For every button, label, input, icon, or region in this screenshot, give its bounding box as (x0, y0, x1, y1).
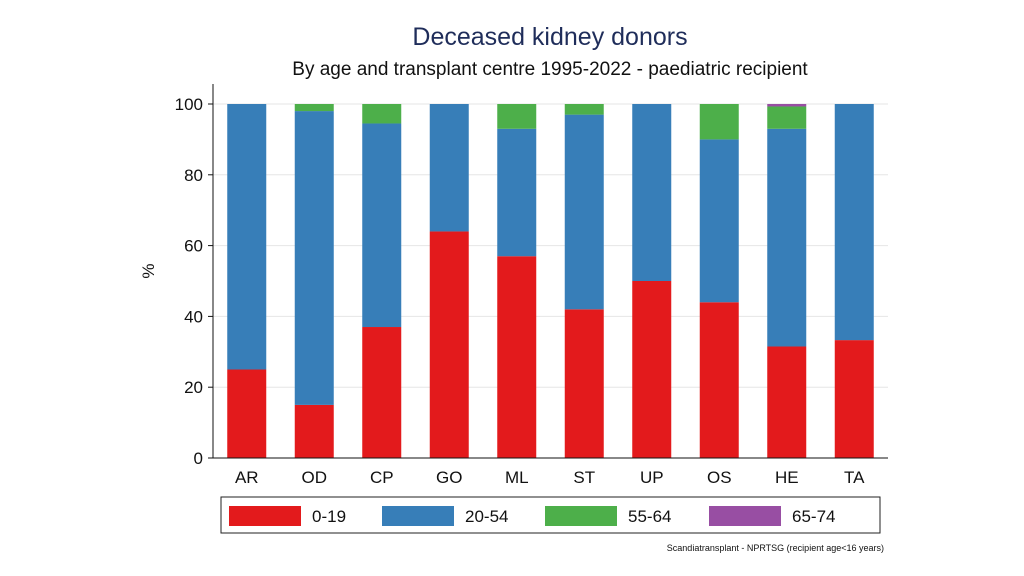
axes (208, 84, 888, 459)
y-axis-label: % (139, 263, 158, 278)
y-tick-label: 100 (175, 95, 203, 114)
bar-CP-0-19 (362, 327, 402, 458)
bar-OS-0-19 (699, 302, 739, 458)
bar-HE-0-19 (767, 346, 807, 458)
legend-swatch-55-64 (545, 506, 617, 526)
legend-label-55-64: 55-64 (628, 507, 671, 526)
bar-UP-20-54 (632, 104, 672, 281)
chart-title: Deceased kidney donors (412, 23, 687, 51)
bar-CP-55-64 (362, 104, 402, 124)
legend-swatch-20-54 (382, 506, 454, 526)
y-tick-label: 80 (184, 166, 203, 185)
bar-ST-0-19 (564, 309, 604, 458)
x-tick-label: CP (370, 468, 394, 487)
bar-ML-55-64 (497, 104, 537, 129)
legend-label-20-54: 20-54 (465, 507, 508, 526)
x-tick-label: ML (505, 468, 529, 487)
legend-swatch-65-74 (709, 506, 781, 526)
bar-AR-0-19 (227, 369, 267, 458)
x-tick-label: UP (640, 468, 664, 487)
x-tick-labels: AR OD CP GO ML ST UP OS HE TA (235, 468, 865, 487)
bar-HE-20-54 (767, 128, 807, 347)
bar-GO-0-19 (429, 231, 469, 458)
bar-UP-0-19 (632, 281, 672, 458)
source-note: Scandiatransplant - NPRTSG (recipient ag… (667, 543, 884, 553)
bar-TA-20-54 (834, 104, 874, 341)
legend: 0-19 20-54 55-64 65-74 (220, 496, 881, 534)
bar-HE-65-74 (767, 104, 807, 107)
bar-HE-55-64 (767, 106, 807, 129)
x-tick-label: TA (844, 468, 865, 487)
bar-OD-20-54 (294, 111, 334, 405)
bar-OD-55-64 (294, 104, 334, 112)
bar-ML-20-54 (497, 128, 537, 257)
bar-OS-55-64 (699, 104, 739, 140)
chart-subtitle: By age and transplant centre 1995-2022 -… (292, 59, 808, 80)
bar-TA-0-19 (834, 340, 874, 458)
legend-label-0-19: 0-19 (312, 507, 346, 526)
bar-GO-20-54 (429, 104, 469, 232)
bar-OS-20-54 (699, 139, 739, 303)
x-tick-label: ST (573, 468, 595, 487)
x-tick-label: HE (775, 468, 799, 487)
bar-ST-20-54 (564, 114, 604, 310)
bar-AR-20-54 (227, 104, 267, 370)
bar-CP-20-54 (362, 123, 402, 328)
x-tick-label: GO (436, 468, 462, 487)
y-tick-label: 0 (194, 449, 203, 468)
legend-swatch-0-19 (229, 506, 301, 526)
x-tick-label: OD (302, 468, 328, 487)
y-tick-label: 20 (184, 378, 203, 397)
bars (227, 104, 874, 458)
y-tick-label: 60 (184, 237, 203, 256)
x-tick-label: AR (235, 468, 259, 487)
legend-label-65-74: 65-74 (792, 507, 835, 526)
bar-ST-55-64 (564, 104, 604, 115)
x-tick-label: OS (707, 468, 732, 487)
y-tick-labels: 0 20 40 60 80 100 (175, 95, 203, 468)
y-tick-label: 40 (184, 307, 203, 326)
bar-OD-0-19 (294, 404, 334, 458)
bar-ML-0-19 (497, 256, 537, 458)
